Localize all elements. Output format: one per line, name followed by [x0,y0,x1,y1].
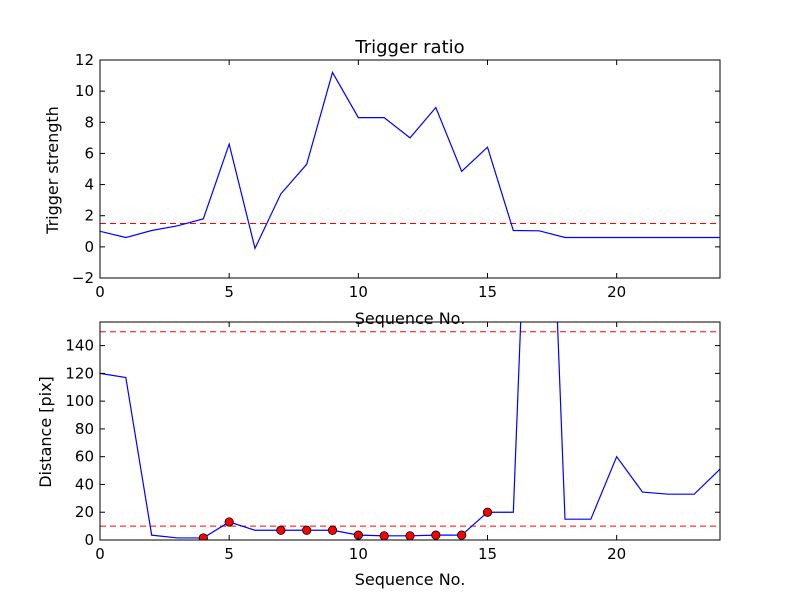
x-tick-label: 20 [607,545,626,563]
data-point-marker [457,530,467,540]
y-tick-label: 10 [75,82,94,100]
plot-marks [100,322,720,540]
y-tick-label: 20 [75,503,94,521]
y-tick-label: 80 [75,420,94,438]
plot-marks [100,70,720,251]
x-tick-label: 0 [95,545,105,563]
y-tick-label: 6 [84,144,94,162]
y-tick-label: 40 [75,475,94,493]
y-tick-label: 140 [65,337,94,355]
y-tick-label: 8 [84,113,94,131]
data-point-marker [198,533,208,540]
data-point-marker [431,530,441,540]
y-tick-label: 60 [75,448,94,466]
x-tick-label: 0 [95,283,105,301]
plot-title: Trigger ratio [354,37,464,58]
data-point-marker [327,525,338,535]
y-tick-label: 0 [84,531,94,549]
x-tick-label: 10 [349,545,368,563]
data-point-marker [482,507,493,517]
y-axis-label: Trigger strength [43,106,62,235]
series-line [100,322,720,539]
y-tick-label: 120 [65,364,94,382]
x-tick-label: 10 [349,283,368,301]
y-tick-label: 12 [75,51,94,69]
series-line [100,70,720,251]
y-tick-label: 2 [84,207,94,225]
y-tick-label: 4 [84,176,94,194]
plot-area [100,322,720,540]
axis-ticks: 0 5 10 15 20 0 20 40 60 80 100 120 140 [65,322,720,563]
x-tick-label: 15 [478,283,497,301]
x-tick-label: 5 [224,545,234,563]
data-point-marker [224,517,234,527]
plot-frame [99,59,721,279]
x-tick-label: 5 [224,283,234,301]
plot-frame [99,321,721,541]
y-tick-label: −2 [72,269,94,287]
x-tick-label: 15 [478,545,497,563]
x-axis-label: Sequence No. [355,570,466,589]
x-axis-label: Sequence No. [355,309,466,328]
plot-area [100,70,720,251]
data-point-marker [379,531,389,540]
y-tick-label: 100 [65,392,94,410]
data-point-marker [276,525,286,535]
y-axis-label: Distance [pix] [36,376,55,488]
y-tick-label: 0 [84,238,94,256]
data-point-marker [302,525,312,535]
data-point-marker [405,531,415,540]
x-tick-label: 20 [607,283,626,301]
